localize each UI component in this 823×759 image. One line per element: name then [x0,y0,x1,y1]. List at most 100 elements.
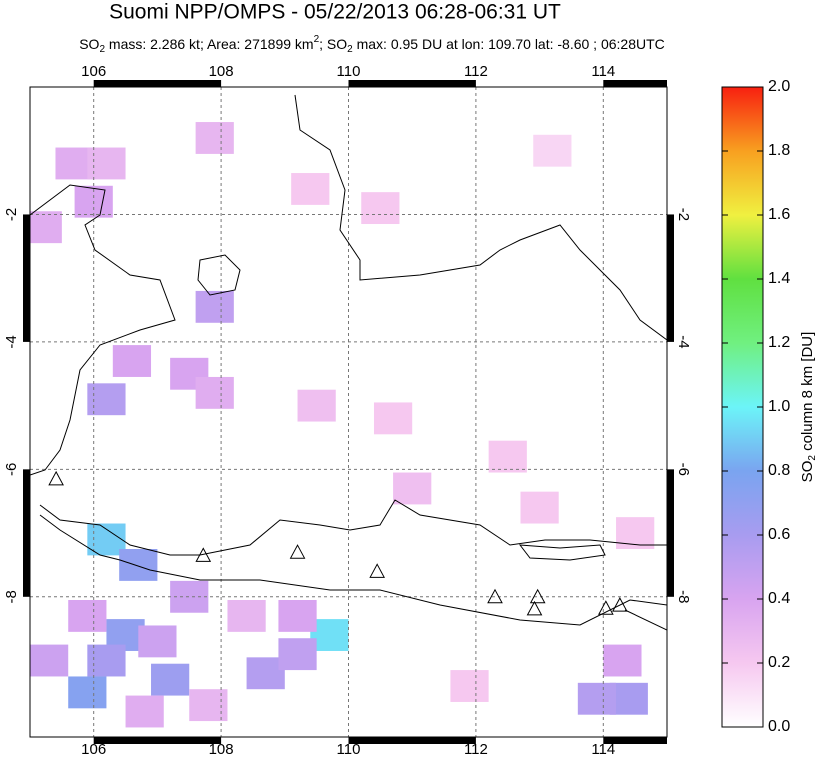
subtitle-part: 2 [314,34,320,45]
volcano-marker [598,600,614,615]
y-tick-label: -8 [3,590,20,603]
frame-bar [667,214,674,342]
frame-bars [23,80,674,744]
so2-cell [151,663,190,696]
so2-cell [291,173,330,205]
colorbar-tick-label: 2.0 [768,78,790,95]
so2-cell [87,644,126,677]
so2-cell [87,147,126,180]
so2-cell [488,440,527,473]
x-tick-label: 108 [209,63,234,80]
so2-cell [195,122,234,154]
frame-bar [23,469,30,597]
so2-cell [68,676,107,709]
volcanoes [48,470,628,616]
volcano-marker [195,547,212,562]
colorbar-ramp [721,86,764,728]
so2-cell [68,599,107,632]
title: Suomi NPP/OMPS - 05/22/2013 06:28-06:31 … [109,1,561,24]
x-tick-label: 112 [464,63,488,80]
coastlines [30,94,667,631]
so2-cell [195,376,234,409]
subtitle-part: 2 [347,44,353,55]
colorbar-tick-label: 0.2 [768,654,790,671]
so2-cell [125,695,164,728]
frame-bar [348,80,476,87]
java-coast [39,499,667,626]
x-tick-label: 110 [337,63,361,80]
subtitle-part: mass: 2.286 kt; Area: 271899 km [105,36,314,52]
frame-bar [23,214,30,342]
so2-cell [373,402,413,435]
y-tick-label: -2 [675,208,692,221]
subtitle-part: SO [79,36,99,52]
frame-bar [603,80,667,87]
colorbar-tick-label: 1.6 [768,206,790,223]
so2-cell [195,290,234,323]
y-tick-label: -6 [675,463,692,476]
colorbar-tick-label: 0.0 [768,718,790,735]
volcano-marker [369,563,386,578]
y-tick-label: -8 [675,590,692,603]
so2-cell [577,682,617,715]
frame-bar [603,737,667,744]
so2-cell [30,644,69,677]
x-tick-label: 114 [591,63,615,80]
volcano-marker [526,600,543,616]
so2-cell [30,211,62,244]
so2-cell [278,599,317,632]
y-tick-label: -6 [3,463,20,476]
volcano-marker [487,588,503,604]
so2-cell [189,689,228,722]
so2-cell [278,638,317,671]
so2-cell [297,389,336,422]
so2-cell [119,549,158,581]
subtitle-part: max: 0.95 DU at lon: 109.70 lat: -8.60 ;… [353,36,665,52]
frame-bar [348,737,476,744]
colorbar-tick-label: 0.4 [768,590,790,607]
y-tick-label: -4 [3,335,20,348]
so2-cell [55,147,94,180]
frame-bar [93,737,222,744]
grid [30,87,667,737]
colorbar-tick-label: 0.8 [768,462,790,479]
colorbar: 0.0 0.2 0.4 0.6 0.8 1.0 1.2 1.4 1.6 1.8 2.0 [721,78,790,735]
frame-bar [667,469,674,597]
sumatra-coast [30,184,176,476]
colorbar-label-part: 2 [807,455,818,461]
x-tick-label: 108 [209,741,234,758]
x-tick-label: 114 [591,741,615,758]
volcano-marker [48,470,64,486]
so2-cell [450,670,489,702]
so2-cell [227,599,266,632]
belitung-coast [197,254,241,296]
colorbar-label: SO2 column 8 km [DU] [799,332,818,483]
so2-cell [393,472,432,505]
volcano-marker [612,597,628,612]
so2-cell [533,134,572,167]
volcano-marker [289,544,306,559]
bali-coast [624,609,667,631]
subtitle-part: ; SO [319,36,347,52]
x-tick-label: 112 [464,741,488,758]
colorbar-tick-label: 0.6 [768,526,790,543]
y-tick-label: -2 [3,208,20,221]
x-tick-label: 110 [337,741,361,758]
volcano-marker [529,588,546,604]
so2-cell [603,644,642,677]
y-tick-label: -4 [675,335,692,348]
x-tick-label: 106 [81,741,106,758]
so2-cell [138,625,177,658]
madura-coast [518,544,606,561]
so2-cell [361,192,400,225]
so2-cells [30,122,655,728]
colorbar-tick-label: 1.4 [768,270,790,287]
colorbar-label-part: column 8 km [DU] [799,332,816,455]
colorbar-tick-label: 1.8 [768,142,790,159]
x-tick-label: 106 [81,63,106,80]
colorbar-tick-label: 1.2 [768,334,790,351]
so2-cell [87,383,126,416]
colorbar-tick-label: 1.0 [768,398,790,415]
subtitle: SO2 mass: 2.286 kt; Area: 271899 km2; SO… [79,34,665,55]
